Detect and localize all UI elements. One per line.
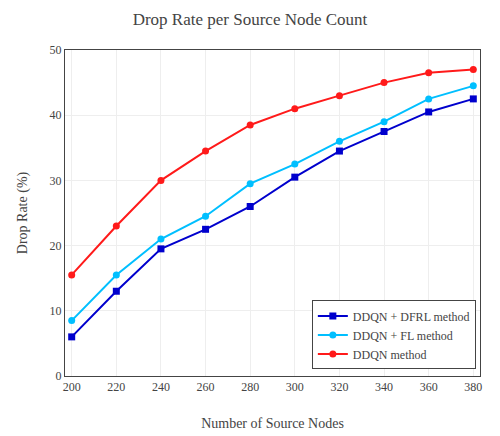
svg-text:240: 240 — [152, 380, 170, 394]
svg-text:30: 30 — [50, 174, 62, 188]
svg-text:380: 380 — [464, 380, 482, 394]
svg-text:50: 50 — [50, 43, 62, 57]
svg-text:300: 300 — [286, 380, 304, 394]
svg-text:DDQN method: DDQN method — [353, 348, 427, 362]
svg-text:40: 40 — [50, 108, 62, 122]
svg-text:340: 340 — [375, 380, 393, 394]
svg-text:Number of Source Nodes: Number of Source Nodes — [201, 416, 344, 431]
svg-text:DDQN + DFRL method: DDQN + DFRL method — [353, 310, 470, 324]
svg-text:200: 200 — [63, 380, 81, 394]
svg-text:220: 220 — [107, 380, 125, 394]
svg-text:Drop Rate (%): Drop Rate (%) — [15, 171, 31, 254]
svg-text:Drop Rate per Source Node Coun: Drop Rate per Source Node Count — [133, 10, 368, 29]
svg-text:260: 260 — [197, 380, 215, 394]
svg-text:0: 0 — [56, 369, 62, 383]
svg-text:360: 360 — [420, 380, 438, 394]
svg-text:280: 280 — [241, 380, 259, 394]
svg-text:20: 20 — [50, 239, 62, 253]
svg-text:10: 10 — [50, 304, 62, 318]
svg-text:320: 320 — [330, 380, 348, 394]
svg-text:DDQN + FL method: DDQN + FL method — [353, 329, 453, 343]
